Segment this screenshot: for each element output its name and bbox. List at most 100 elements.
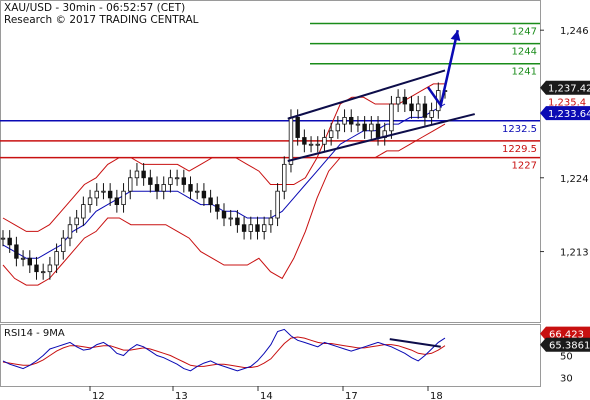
- candle-body: [389, 103, 394, 132]
- candle: [7, 230, 12, 253]
- trend-channel: [287, 69, 475, 162]
- price-tick-label: 1,246: [560, 26, 589, 37]
- candle-body: [322, 137, 327, 145]
- candle-body: [107, 190, 113, 199]
- candle-body: [54, 251, 59, 266]
- candle-body: [7, 237, 12, 246]
- candle: [128, 169, 133, 200]
- candle: [275, 183, 280, 227]
- rsi-value-tag: 65.3861: [540, 337, 590, 352]
- price-tag: 1,237.42: [540, 80, 590, 95]
- price-tag-label: 1,235.4: [548, 97, 586, 108]
- candle-body: [81, 204, 86, 219]
- candle-body: [295, 116, 300, 138]
- price-axis: 1,246 1,224 1,213 1,237.42 1,235.41,233.64: [540, 26, 590, 259]
- channel-lower-line: [287, 113, 475, 162]
- candle-body: [235, 217, 240, 226]
- candle: [40, 263, 46, 280]
- candle-body: [61, 237, 66, 252]
- candle: [342, 109, 347, 133]
- rsi-line: [2, 328, 446, 372]
- candle-body: [40, 271, 46, 274]
- candle-body: [114, 197, 120, 206]
- candle-body: [27, 257, 32, 266]
- candle-body: [34, 264, 39, 273]
- rsi-value-box: [540, 326, 590, 341]
- candle: [322, 129, 327, 153]
- candle-body: [141, 170, 146, 179]
- candle: [235, 209, 240, 233]
- rsi-ma-line: [2, 336, 446, 368]
- candle-body: [288, 116, 294, 165]
- rsi-value-tag: 66.423: [540, 326, 590, 341]
- candle-body: [302, 137, 307, 145]
- candle-body: [181, 177, 187, 185]
- candle: [261, 216, 267, 240]
- candle: [195, 183, 200, 200]
- date-tick-label: 18: [430, 391, 443, 400]
- candle: [81, 196, 86, 227]
- candle-body: [355, 123, 361, 126]
- candle: [255, 216, 260, 240]
- level-label-1241: 1241: [512, 67, 537, 78]
- candle: [54, 243, 59, 274]
- forecast-arrowhead: [450, 30, 461, 42]
- candle: [94, 183, 99, 206]
- rsi-value-box: [540, 337, 590, 352]
- candle-body: [255, 224, 260, 232]
- candle: [395, 89, 401, 113]
- candle: [181, 169, 187, 193]
- candle: [355, 116, 361, 133]
- date-tick-label: 14: [260, 391, 273, 400]
- price-tag-box: [540, 106, 590, 121]
- candle: [328, 122, 334, 146]
- candle-body: [395, 96, 401, 105]
- candle: [14, 236, 19, 267]
- candle: [47, 256, 53, 280]
- price-tick-label: 1,213: [560, 248, 589, 259]
- rsi-trend-line: [389, 338, 441, 348]
- candle: [315, 136, 320, 153]
- candle: [349, 109, 354, 133]
- candle-body: [87, 197, 93, 206]
- rsi-value-label: 66.423: [549, 330, 584, 341]
- candle: [228, 209, 233, 227]
- candle-body: [148, 177, 153, 185]
- candle-body: [429, 110, 434, 118]
- candle-body: [328, 130, 334, 138]
- candlesticks: [0, 82, 448, 280]
- candle: [34, 256, 39, 280]
- candle-body: [282, 163, 287, 192]
- candle: [74, 209, 79, 233]
- candle: [148, 169, 153, 193]
- candle: [168, 169, 173, 193]
- rsi-tick-label: 50: [560, 352, 573, 363]
- candle-body: [134, 170, 140, 179]
- candle: [154, 176, 160, 200]
- candle-body: [409, 103, 414, 112]
- date-tick-label: 13: [175, 391, 188, 400]
- candle-body: [308, 143, 314, 146]
- support-resistance-levels: 1247 1244 1241 1232.5 1229.5 1227: [0, 22, 540, 172]
- candle: [87, 189, 93, 213]
- date-axis: 12 13 14 17 18: [0, 386, 540, 400]
- candle: [107, 183, 113, 206]
- candle: [67, 216, 73, 247]
- candle-body: [67, 224, 73, 239]
- level-label-1247: 1247: [512, 26, 537, 37]
- forecast-line: [426, 29, 459, 109]
- candle-body: [195, 190, 200, 193]
- candle: [248, 216, 253, 240]
- price-tag-box: [540, 80, 590, 95]
- candle-body: [342, 116, 347, 125]
- forecast-path: [426, 29, 461, 109]
- candle-body: [369, 123, 374, 132]
- candle: [121, 183, 126, 213]
- candle-body: [101, 190, 106, 193]
- candle-body: [188, 184, 193, 192]
- candle-body: [248, 224, 253, 232]
- candle-body: [402, 96, 408, 105]
- bollinger-upper-line: [2, 83, 445, 232]
- candle: [268, 209, 274, 233]
